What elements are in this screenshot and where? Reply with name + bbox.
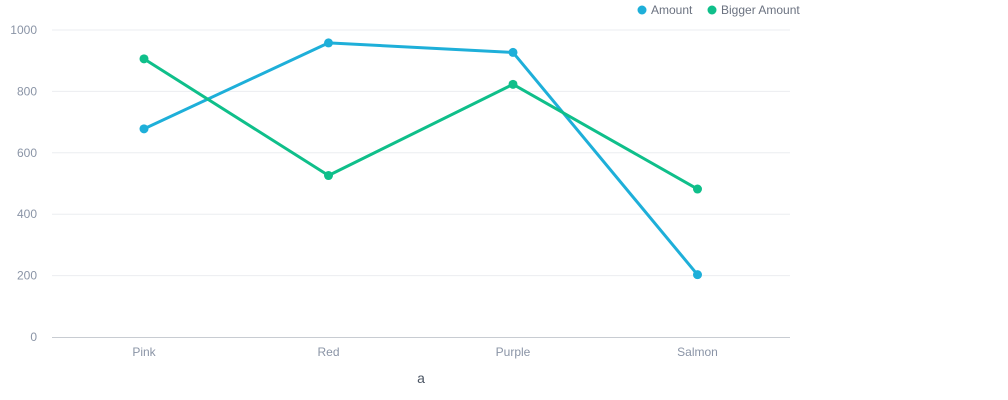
y-tick-label: 600 [17, 146, 37, 160]
x-tick-label: Pink [132, 345, 156, 359]
x-tick-label: Purple [496, 345, 531, 359]
y-tick-label: 800 [17, 84, 37, 98]
y-tick-label: 0 [30, 330, 37, 344]
series-amount [140, 38, 703, 279]
legend-marker [638, 6, 647, 15]
data-point[interactable] [324, 38, 333, 47]
series-line [144, 43, 698, 275]
data-point[interactable] [509, 48, 518, 57]
data-point[interactable] [509, 80, 518, 89]
data-point[interactable] [693, 270, 702, 279]
data-point[interactable] [140, 54, 149, 63]
data-point[interactable] [324, 171, 333, 180]
data-point[interactable] [140, 124, 149, 133]
series-line [144, 59, 698, 189]
x-axis-title: a [417, 370, 425, 386]
x-axis-tick-labels: Pink Red Purple Salmon [132, 345, 718, 359]
legend-label: Bigger Amount [721, 3, 800, 17]
x-tick-label: Red [317, 345, 339, 359]
x-tick-label: Salmon [677, 345, 718, 359]
legend-item[interactable]: Amount [638, 3, 694, 17]
legend-marker [708, 6, 717, 15]
y-axis-tick-labels: 0 200 400 600 800 1000 [10, 23, 37, 344]
legend-item[interactable]: Bigger Amount [708, 3, 801, 17]
data-point[interactable] [693, 185, 702, 194]
legend-label: Amount [651, 3, 693, 17]
legend: Amount Bigger Amount [638, 3, 801, 17]
series-bigger-amount [140, 54, 703, 193]
grid-lines [52, 30, 790, 276]
y-tick-label: 1000 [10, 23, 37, 37]
series-layer [140, 38, 703, 279]
y-tick-label: 400 [17, 207, 37, 221]
y-tick-label: 200 [17, 269, 37, 283]
